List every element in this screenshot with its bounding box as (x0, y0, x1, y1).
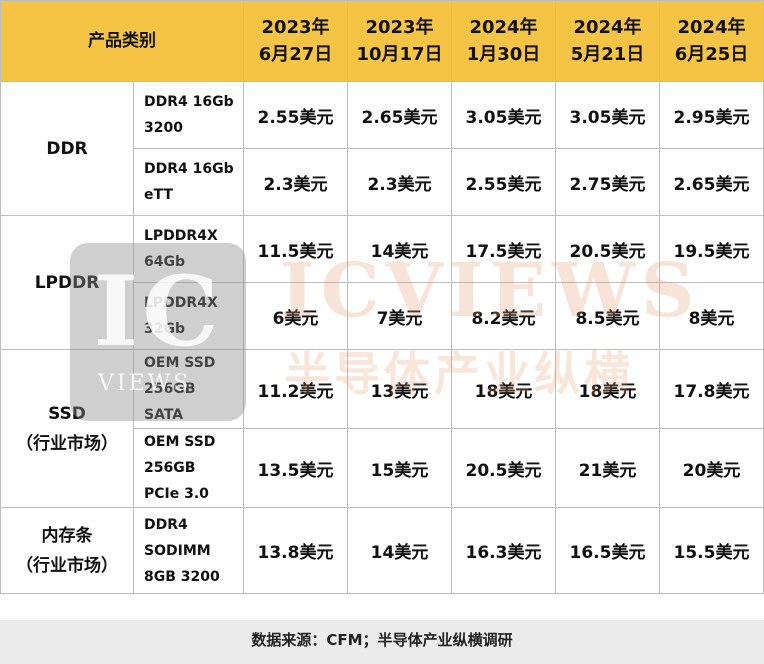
product-cell: LPDDR4X 64Gb (133, 215, 244, 283)
price-cell: 3.05美元 (451, 81, 556, 149)
price-cell: 17.8美元 (659, 349, 764, 429)
price-cell: 19.5美元 (659, 215, 764, 283)
price-cell: 14美元 (347, 507, 452, 594)
price-table: 产品类别 2023年 6月27日 2023年 10月17日 2024年 1月30… (0, 0, 764, 594)
price-cell: 2.55美元 (243, 81, 348, 149)
category-cell: SSD （行业市场） (0, 349, 134, 508)
product-cell: DDR4 SODIMM 8GB 3200 (133, 507, 244, 594)
category-cell: LPDDR (0, 215, 134, 350)
price-cell: 8美元 (659, 282, 764, 350)
price-cell: 8.2美元 (451, 282, 556, 350)
header-row: 产品类别 2023年 6月27日 2023年 10月17日 2024年 1月30… (0, 0, 764, 82)
price-cell: 14美元 (347, 215, 452, 283)
price-cell: 17.5美元 (451, 215, 556, 283)
price-cell: 2.65美元 (347, 81, 452, 149)
price-cell: 15美元 (347, 428, 452, 508)
product-cell: OEM SSD 256GB SATA (133, 349, 244, 429)
price-cell: 16.5美元 (555, 507, 660, 594)
product-cell: LPDDR4X 32Gb (133, 282, 244, 350)
date-header: 2023年 10月17日 (347, 0, 452, 82)
price-cell: 2.75美元 (555, 148, 660, 216)
category-cell: DDR (0, 81, 134, 216)
price-cell: 2.3美元 (347, 148, 452, 216)
price-cell: 15.5美元 (659, 507, 764, 594)
price-cell: 2.3美元 (243, 148, 348, 216)
price-cell: 18美元 (451, 349, 556, 429)
source-footer: 数据来源：CFM；半导体产业纵横调研 (0, 620, 764, 664)
date-header: 2024年 6月25日 (659, 0, 764, 82)
date-header: 2024年 1月30日 (451, 0, 556, 82)
price-cell: 16.3美元 (451, 507, 556, 594)
price-cell: 21美元 (555, 428, 660, 508)
category-header: 产品类别 (0, 0, 244, 82)
table-row: 内存条 （行业市场） DDR4 SODIMM 8GB 3200 13.8美元 1… (0, 507, 764, 594)
price-cell: 2.95美元 (659, 81, 764, 149)
category-cell: 内存条 （行业市场） (0, 507, 134, 594)
product-cell: DDR4 16Gb 3200 (133, 81, 244, 149)
table-row: DDR4 16Gb eTT 2.3美元 2.3美元 2.55美元 2.75美元 … (1, 148, 764, 216)
product-cell: DDR4 16Gb eTT (133, 148, 244, 216)
table-row: OEM SSD 256GB PCIe 3.0 13.5美元 15美元 20.5美… (1, 428, 764, 508)
price-cell: 20美元 (659, 428, 764, 508)
price-cell: 20.5美元 (555, 215, 660, 283)
table-row: LPDDR LPDDR4X 64Gb 11.5美元 14美元 17.5美元 20… (0, 215, 764, 350)
price-cell: 13美元 (347, 349, 452, 429)
price-cell: 8.5美元 (555, 282, 660, 350)
price-cell: 3.05美元 (555, 81, 660, 149)
price-cell: 18美元 (555, 349, 660, 429)
table-row: DDR DDR4 16Gb 3200 2.55美元 2.65美元 3.05美元 … (0, 81, 764, 216)
price-cell: 2.55美元 (451, 148, 556, 216)
table-row: SSD （行业市场） OEM SSD 256GB SATA 11.2美元 13美… (0, 349, 764, 508)
price-cell: 11.5美元 (243, 215, 348, 283)
table-row: LPDDR4X 32Gb 6美元 7美元 8.2美元 8.5美元 8美元 (1, 282, 764, 350)
price-cell: 6美元 (243, 282, 348, 350)
date-header: 2023年 6月27日 (243, 0, 348, 82)
date-header: 2024年 5月21日 (555, 0, 660, 82)
price-cell: 2.65美元 (659, 148, 764, 216)
product-cell: OEM SSD 256GB PCIe 3.0 (133, 428, 244, 508)
price-cell: 20.5美元 (451, 428, 556, 508)
price-cell: 13.5美元 (243, 428, 348, 508)
price-cell: 13.8美元 (243, 507, 348, 594)
price-cell: 11.2美元 (243, 349, 348, 429)
price-cell: 7美元 (347, 282, 452, 350)
